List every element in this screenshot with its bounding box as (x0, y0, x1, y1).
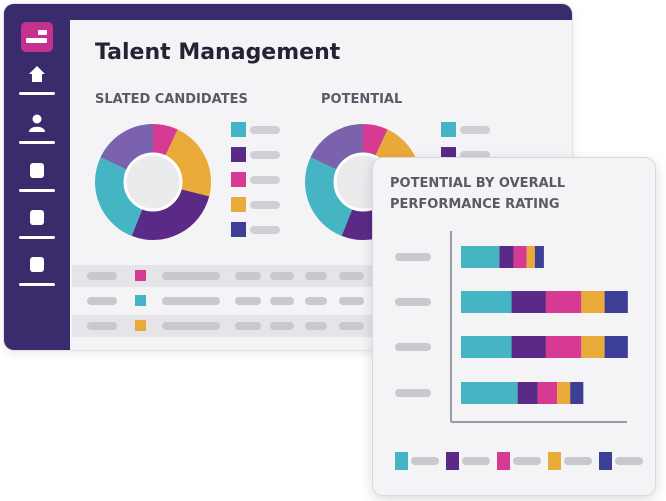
table-cell-placeholder (87, 272, 117, 280)
bar-segment-row4-series4 (557, 382, 570, 404)
chart-legend-swatch (395, 452, 408, 470)
user-icon (28, 114, 46, 132)
legend-label-placeholder (460, 126, 490, 134)
legend-swatch (231, 172, 246, 187)
chart-legend-label-placeholder (615, 457, 643, 465)
table-cell-placeholder (235, 322, 261, 330)
legend-label-placeholder (250, 151, 280, 159)
table-cell-placeholder (270, 322, 294, 330)
page-title: Talent Management (95, 40, 340, 65)
bar-segment-row1-series1 (461, 246, 499, 268)
legend-swatch (231, 122, 246, 137)
table-cell-placeholder (87, 322, 117, 330)
home-icon (28, 65, 46, 83)
box-icon (28, 209, 46, 227)
bar-segment-row1-series5 (535, 246, 544, 268)
bar-segment-row2-series2 (512, 291, 546, 313)
box-icon (28, 256, 46, 274)
bar-segment-row3-series3 (546, 336, 581, 358)
table-row-swatch (135, 270, 146, 281)
bar-segment-row1-series3 (514, 246, 527, 268)
table-cell-placeholder (305, 272, 327, 280)
slated-legend-item (231, 147, 291, 162)
chart-category-label-placeholder (395, 298, 431, 306)
bar-segment-row2-series5 (605, 291, 628, 313)
chart-category-label-placeholder (395, 389, 431, 397)
legend-swatch (231, 222, 246, 237)
table-cell-placeholder (339, 272, 364, 280)
legend-swatch (231, 147, 246, 162)
bar-segment-row3-series2 (512, 336, 546, 358)
stacked-bar-chart (373, 158, 655, 495)
chart-legend-label-placeholder (513, 457, 541, 465)
table-cell-placeholder (235, 272, 261, 280)
slated-legend-item (231, 122, 291, 137)
potential-by-performance-panel: POTENTIAL BY OVERALL PERFORMANCE RATING (373, 158, 655, 495)
slated-center-hole (125, 154, 181, 210)
legend-swatch (441, 122, 456, 137)
table-cell-placeholder (162, 297, 220, 305)
chart-legend-label-placeholder (564, 457, 592, 465)
bar-segment-row4-series3 (538, 382, 557, 404)
bar-segment-row3-series1 (461, 336, 512, 358)
bar-segment-row2-series1 (461, 291, 512, 313)
bar-segment-row3-series4 (581, 336, 604, 358)
potential-legend-item (441, 122, 501, 137)
slated-legend-item (231, 172, 291, 187)
dashboard-logo-icon[interactable] (21, 22, 53, 52)
table-cell-placeholder (305, 297, 327, 305)
chart-legend-swatch (446, 452, 459, 470)
potential-title: POTENTIAL (321, 92, 402, 107)
bar-segment-row4-series2 (518, 382, 538, 404)
bar-segment-row2-series3 (546, 291, 581, 313)
sidebar-item-box-1[interactable] (17, 162, 57, 192)
table-row-swatch (135, 320, 146, 331)
sidebar-item-people[interactable] (17, 114, 57, 144)
table-cell-placeholder (270, 272, 294, 280)
bar-segment-row3-series5 (605, 336, 628, 358)
legend-label-placeholder (250, 176, 280, 184)
table-row-swatch (135, 295, 146, 306)
legend-label-placeholder (250, 201, 280, 209)
table-cell-placeholder (235, 297, 261, 305)
table-cell-placeholder (305, 322, 327, 330)
chart-category-label-placeholder (395, 253, 431, 261)
chart-legend-label-placeholder (411, 457, 439, 465)
slated-legend-item (231, 197, 291, 212)
bar-segment-row4-series5 (570, 382, 583, 404)
legend-swatch (231, 197, 246, 212)
table-cell-placeholder (339, 297, 364, 305)
chart-legend-swatch (599, 452, 612, 470)
chart-category-label-placeholder (395, 343, 431, 351)
bar-segment-row1-series2 (499, 246, 513, 268)
table-cell-placeholder (87, 297, 117, 305)
slated-candidates-title: SLATED CANDIDATES (95, 92, 248, 107)
title-bar (4, 4, 572, 20)
bar-segment-row1-series4 (527, 246, 535, 268)
legend-label-placeholder (250, 226, 280, 234)
slated-candidates-donut-chart (93, 122, 213, 242)
sidebar-item-home[interactable] (17, 65, 57, 95)
chart-legend-swatch (548, 452, 561, 470)
chart-legend-swatch (497, 452, 510, 470)
sidebar-item-box-2[interactable] (17, 209, 57, 239)
table-cell-placeholder (162, 272, 220, 280)
bar-segment-row4-series1 (461, 382, 518, 404)
legend-label-placeholder (250, 126, 280, 134)
bar-segment-row2-series4 (581, 291, 604, 313)
table-cell-placeholder (339, 322, 364, 330)
table-cell-placeholder (162, 322, 220, 330)
table-cell-placeholder (270, 297, 294, 305)
chart-legend-label-placeholder (462, 457, 490, 465)
sidebar (4, 4, 70, 350)
slated-legend-item (231, 222, 291, 237)
sidebar-item-box-3[interactable] (17, 256, 57, 286)
box-icon (28, 162, 46, 180)
